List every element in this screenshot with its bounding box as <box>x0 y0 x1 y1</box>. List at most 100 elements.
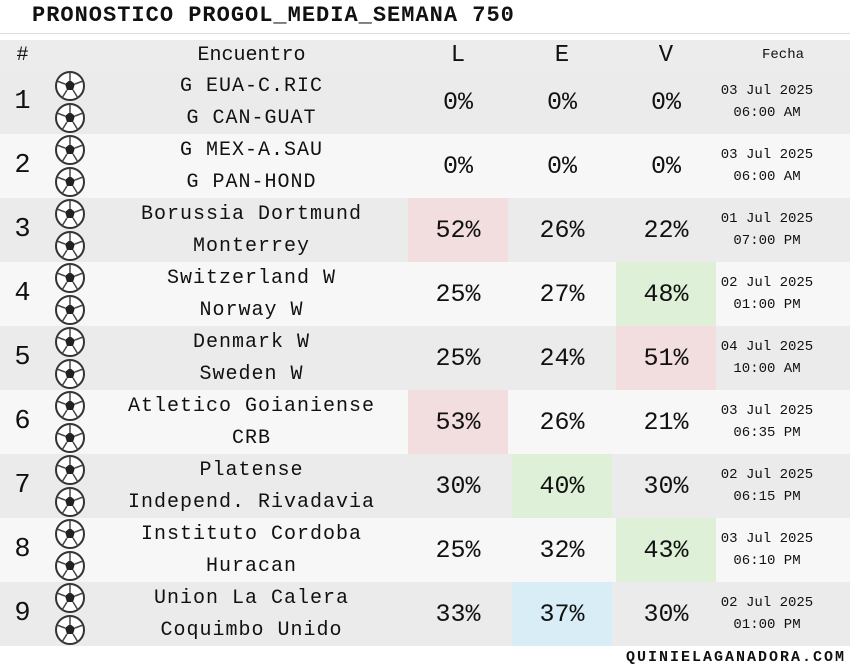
match-date: 02 Jul 2025 <box>720 466 814 483</box>
percent-l: 25% <box>435 535 481 565</box>
percent-v: 21% <box>643 407 689 437</box>
column-header: Fecha <box>761 47 804 63</box>
team-logo <box>55 615 85 645</box>
team-logo <box>55 295 85 325</box>
away-team: Coquimbo Unido <box>160 618 343 642</box>
column-header: # <box>16 43 29 67</box>
away-team: Norway W <box>199 298 304 322</box>
home-team: Borussia Dortmund <box>140 202 363 226</box>
row-number: 1 <box>14 87 31 117</box>
percent-v: 43% <box>643 535 689 565</box>
team-logo <box>55 359 85 389</box>
percent-e: 37% <box>539 599 585 629</box>
percent-e: 40% <box>539 471 585 501</box>
percent-l: 52% <box>435 215 481 245</box>
away-team: Huracan <box>205 554 297 578</box>
row-number: 9 <box>14 599 31 629</box>
percent-l: 25% <box>435 343 481 373</box>
column-header: E <box>554 41 570 69</box>
highlight-cell <box>616 262 716 326</box>
table-row <box>0 582 850 646</box>
percent-l: 0% <box>442 87 473 117</box>
divider <box>0 33 850 34</box>
percent-e: 0% <box>546 87 577 117</box>
team-logo <box>55 455 85 485</box>
away-team: Sweden W <box>199 362 304 386</box>
percent-e: 26% <box>539 215 585 245</box>
percent-v: 30% <box>643 599 689 629</box>
percent-v: 22% <box>643 215 689 245</box>
home-team: G EUA-C.RIC <box>179 74 324 98</box>
team-logo <box>55 263 85 293</box>
home-team: Atletico Goianiense <box>127 394 376 418</box>
percent-e: 27% <box>539 279 585 309</box>
percent-v: 0% <box>650 87 681 117</box>
match-date: 02 Jul 2025 <box>720 594 814 611</box>
match-date: 02 Jul 2025 <box>720 274 814 291</box>
team-logo <box>55 167 85 197</box>
home-team: Platense <box>199 458 304 482</box>
percent-e: 24% <box>539 343 585 373</box>
match-date: 01 Jul 2025 <box>720 210 814 227</box>
column-header: L <box>450 41 466 69</box>
home-team: G MEX-A.SAU <box>179 138 324 162</box>
percent-l: 53% <box>435 407 481 437</box>
row-number: 5 <box>14 343 31 373</box>
percent-l: 0% <box>442 151 473 181</box>
home-team: Switzerland W <box>166 266 337 290</box>
team-logo <box>55 103 85 133</box>
column-header: Encuentro <box>197 43 306 67</box>
home-team: Denmark W <box>192 330 311 354</box>
column-header: V <box>658 41 674 69</box>
table-row <box>0 70 850 134</box>
away-team: G PAN-HOND <box>186 170 317 194</box>
title: PRONOSTICO PROGOL_MEDIA_SEMANA 750 <box>32 2 515 28</box>
match-time: 06:00 AM <box>733 168 801 185</box>
percent-v: 51% <box>643 343 689 373</box>
match-time: 06:10 PM <box>733 552 801 569</box>
away-team: Monterrey <box>192 234 311 258</box>
match-time: 06:35 PM <box>733 424 801 441</box>
percent-v: 30% <box>643 471 689 501</box>
table-row <box>0 454 850 518</box>
team-logo <box>55 551 85 581</box>
home-team: Instituto Cordoba <box>140 522 363 546</box>
away-team: CRB <box>231 426 271 450</box>
row-number: 6 <box>14 407 31 437</box>
percent-l: 33% <box>435 599 481 629</box>
percent-v: 48% <box>643 279 689 309</box>
team-logo <box>55 71 85 101</box>
highlight-cell <box>616 518 716 582</box>
match-time: 01:00 PM <box>733 296 801 313</box>
match-time: 10:00 AM <box>733 360 801 377</box>
row-number: 4 <box>14 279 31 309</box>
team-logo <box>55 231 85 261</box>
team-logo <box>55 135 85 165</box>
team-logo <box>55 327 85 357</box>
team-logo <box>55 199 85 229</box>
percent-e: 32% <box>539 535 585 565</box>
row-number: 7 <box>14 471 31 501</box>
team-logo <box>55 583 85 613</box>
match-time: 06:00 AM <box>733 104 801 121</box>
match-date: 03 Jul 2025 <box>720 402 814 419</box>
away-team: Independ. Rivadavia <box>127 490 376 514</box>
home-team: Union La Calera <box>153 586 350 610</box>
match-date: 03 Jul 2025 <box>720 82 814 99</box>
match-time: 07:00 PM <box>733 232 801 249</box>
away-team: G CAN-GUAT <box>186 106 317 130</box>
row-number: 3 <box>14 215 31 245</box>
row-number: 2 <box>14 151 31 181</box>
header-row <box>0 40 850 70</box>
footer-site: QUINIELAGANADORA.COM <box>625 648 846 666</box>
match-date: 04 Jul 2025 <box>720 338 814 355</box>
team-logo <box>55 423 85 453</box>
match-date: 03 Jul 2025 <box>720 146 814 163</box>
team-logo <box>55 391 85 421</box>
match-time: 06:15 PM <box>733 488 801 505</box>
percent-l: 25% <box>435 279 481 309</box>
team-logo <box>55 487 85 517</box>
table-row <box>0 134 850 198</box>
percent-l: 30% <box>435 471 481 501</box>
